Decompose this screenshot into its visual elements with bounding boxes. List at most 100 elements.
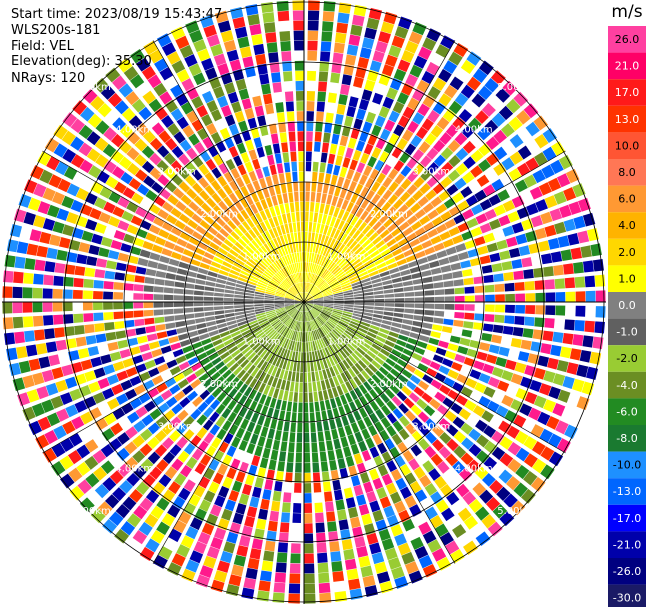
range-gate xyxy=(183,207,195,218)
range-gate xyxy=(474,189,487,202)
range-gate xyxy=(268,52,279,63)
range-gate xyxy=(385,54,398,68)
range-gate xyxy=(396,92,409,105)
range-gate xyxy=(149,167,162,180)
range-gate xyxy=(171,60,186,74)
range-gate xyxy=(311,181,317,192)
range-gate xyxy=(288,289,297,296)
range-gate xyxy=(158,229,170,239)
range-gate xyxy=(380,128,391,141)
range-gate xyxy=(352,171,362,183)
range-gate xyxy=(368,217,378,228)
range-gate xyxy=(137,257,149,267)
range-gate xyxy=(438,68,452,83)
range-gate xyxy=(488,194,501,207)
range-gate xyxy=(291,286,299,295)
range-gate xyxy=(354,218,363,229)
range-gate xyxy=(346,201,355,213)
range-gate xyxy=(426,147,439,160)
range-gate xyxy=(436,249,448,259)
range-gate xyxy=(191,213,203,224)
range-gate xyxy=(277,258,284,268)
range-gate xyxy=(247,14,260,26)
range-gate xyxy=(292,242,297,253)
range-gate xyxy=(198,163,210,176)
range-gate xyxy=(462,208,475,220)
range-gate xyxy=(448,51,463,66)
range-gate xyxy=(516,162,531,177)
range-gate xyxy=(257,234,266,245)
range-gate xyxy=(298,294,304,302)
range-gate xyxy=(292,263,297,274)
range-gate xyxy=(315,243,320,254)
range-gate xyxy=(226,49,239,62)
range-gate xyxy=(577,197,591,212)
range-gate xyxy=(193,39,207,53)
range-gate xyxy=(280,245,286,256)
range-gate xyxy=(210,131,222,144)
range-gate xyxy=(185,147,198,160)
range-gate xyxy=(350,24,363,37)
range-gate xyxy=(426,61,440,76)
range-gate xyxy=(79,159,93,174)
range-gate xyxy=(216,278,227,285)
range-gate xyxy=(304,272,306,282)
range-gate xyxy=(131,98,146,113)
range-gate xyxy=(432,139,446,153)
range-gate xyxy=(105,67,121,83)
range-gate xyxy=(412,112,425,125)
range-gate xyxy=(142,90,157,105)
range-gate xyxy=(308,222,313,232)
range-gate xyxy=(283,244,289,255)
range-gate xyxy=(197,48,211,62)
range-gate xyxy=(361,239,372,249)
range-gate xyxy=(279,284,288,291)
range-gate xyxy=(394,298,405,302)
range-gate xyxy=(204,184,216,196)
range-gate xyxy=(66,183,80,197)
range-gate xyxy=(389,78,403,91)
range-gate xyxy=(188,201,200,212)
range-gate xyxy=(299,191,304,202)
range-gate xyxy=(321,287,331,293)
range-gate xyxy=(347,137,357,149)
range-gate xyxy=(170,251,182,260)
range-gate xyxy=(442,238,454,248)
range-gate xyxy=(321,193,327,204)
range-gate xyxy=(285,277,293,287)
range-gate xyxy=(380,275,392,282)
range-gate xyxy=(23,179,38,194)
range-gate xyxy=(573,215,586,230)
range-gate xyxy=(295,211,300,222)
range-gate xyxy=(505,293,515,302)
range-gate xyxy=(127,131,141,145)
range-gate xyxy=(234,241,245,251)
range-gate xyxy=(353,76,364,89)
range-gate xyxy=(306,101,315,111)
range-gate xyxy=(430,124,444,138)
range-gate xyxy=(294,298,304,302)
range-gate xyxy=(75,187,89,201)
range-gate xyxy=(371,193,381,205)
range-gate xyxy=(126,201,139,213)
colorbar-tick-label: 1.0 xyxy=(618,272,636,285)
range-gate xyxy=(153,286,164,293)
range-gate xyxy=(507,210,520,223)
range-gate xyxy=(157,174,170,187)
range-gate xyxy=(317,233,323,244)
range-gate xyxy=(327,277,337,285)
range-gate xyxy=(407,120,419,134)
range-gate xyxy=(259,156,268,168)
range-gate xyxy=(297,232,301,242)
range-gate xyxy=(238,273,249,280)
range-gate xyxy=(378,244,389,253)
range-gate xyxy=(271,263,279,272)
range-gate xyxy=(453,42,469,58)
range-gate xyxy=(313,151,320,162)
range-gate xyxy=(274,153,282,164)
range-gate xyxy=(326,260,334,270)
range-gate xyxy=(364,27,377,40)
range-gate xyxy=(371,181,381,193)
range-gate xyxy=(383,11,398,25)
range-gate xyxy=(354,296,364,300)
